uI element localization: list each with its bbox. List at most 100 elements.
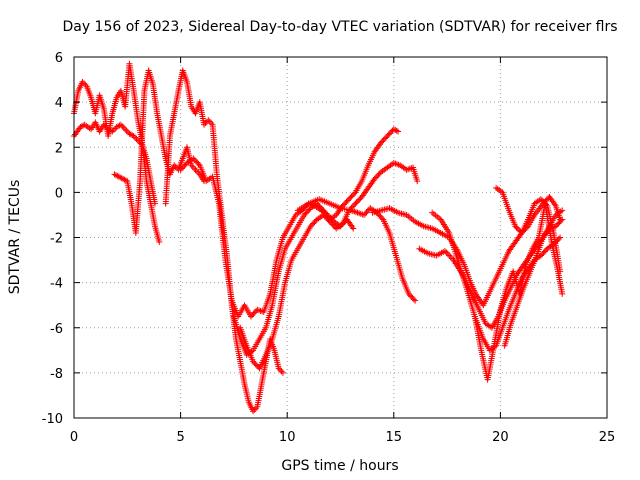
data-point-marker xyxy=(351,190,358,197)
y-tick-label: 6 xyxy=(55,51,63,66)
data-point-marker xyxy=(516,227,523,234)
data-series-layer xyxy=(71,60,566,415)
data-point-marker xyxy=(301,211,308,218)
data-point-marker xyxy=(122,126,129,133)
data-point-marker xyxy=(342,200,349,207)
x-axis-title: GPS time / hours xyxy=(281,458,398,474)
data-point-marker xyxy=(317,204,324,211)
data-point-marker xyxy=(252,361,259,368)
data-point-marker xyxy=(343,198,350,205)
data-point-marker xyxy=(513,224,520,231)
data-point-marker xyxy=(386,130,393,137)
series-track-3 xyxy=(111,67,208,236)
x-tick-label: 5 xyxy=(176,430,184,445)
data-point-marker xyxy=(192,158,199,165)
data-point-marker xyxy=(414,178,421,185)
data-point-marker xyxy=(405,290,412,297)
data-point-marker xyxy=(559,290,566,297)
data-point-marker xyxy=(250,358,257,365)
x-tick-label: 10 xyxy=(279,430,296,445)
data-point-marker xyxy=(195,160,202,167)
data-point-marker xyxy=(178,165,185,172)
series-track-12 xyxy=(471,200,566,383)
data-point-marker xyxy=(302,210,309,217)
data-point-marker xyxy=(381,135,388,142)
x-tick-label: 20 xyxy=(492,430,509,445)
data-point-marker xyxy=(323,214,330,221)
data-point-marker xyxy=(541,248,548,255)
data-point-marker xyxy=(250,310,257,317)
data-point-marker xyxy=(557,217,564,224)
series-track-2 xyxy=(71,60,163,246)
x-tick-label: 25 xyxy=(599,430,616,445)
data-point-marker xyxy=(512,223,519,230)
series-track-6 xyxy=(230,126,402,358)
data-point-marker xyxy=(180,164,187,171)
data-point-marker xyxy=(539,197,546,204)
data-point-marker xyxy=(362,210,369,217)
data-point-marker xyxy=(378,215,385,222)
data-point-marker xyxy=(383,134,390,141)
data-point-marker xyxy=(181,162,188,169)
y-tick-label: -8 xyxy=(50,367,63,382)
data-point-marker xyxy=(557,234,564,241)
series-track-7 xyxy=(237,160,421,372)
data-point-marker xyxy=(539,251,546,258)
data-point-marker xyxy=(375,171,382,178)
data-point-marker xyxy=(374,173,381,180)
data-point-marker xyxy=(371,175,378,182)
data-point-marker xyxy=(372,174,379,181)
data-point-marker xyxy=(340,201,347,208)
data-point-marker xyxy=(354,197,361,204)
data-point-marker xyxy=(353,199,360,206)
y-tick-labels: -10 -8 -6 -4 -2 0 2 4 6 xyxy=(42,51,63,427)
data-point-marker xyxy=(325,217,332,224)
data-point-marker xyxy=(310,220,317,227)
y-tick-label: 0 xyxy=(55,186,63,201)
data-point-marker xyxy=(379,138,386,145)
data-point-marker xyxy=(352,200,359,207)
data-point-marker xyxy=(410,296,417,303)
y-tick-label: 2 xyxy=(55,141,63,156)
y-tick-label: -10 xyxy=(42,412,63,427)
data-point-marker xyxy=(540,198,547,205)
data-point-marker xyxy=(190,155,197,162)
y-tick-label: -6 xyxy=(50,322,63,337)
data-point-marker xyxy=(356,196,363,203)
data-point-marker xyxy=(557,268,564,275)
data-point-marker xyxy=(443,249,450,256)
data-point-marker xyxy=(385,131,392,138)
data-point-marker xyxy=(393,127,400,134)
data-point-marker xyxy=(206,118,213,125)
data-point-marker xyxy=(552,223,559,230)
data-point-marker xyxy=(156,239,163,246)
data-point-marker xyxy=(412,297,419,304)
data-point-marker xyxy=(559,216,566,223)
data-point-marker xyxy=(123,127,130,134)
data-point-marker xyxy=(384,132,391,139)
data-point-marker xyxy=(247,313,254,320)
data-point-marker xyxy=(541,200,548,207)
data-point-marker xyxy=(328,220,335,227)
data-point-marker xyxy=(349,192,356,199)
data-point-marker xyxy=(350,225,357,232)
data-point-marker xyxy=(251,309,258,316)
data-point-marker xyxy=(321,213,328,220)
data-point-marker xyxy=(388,128,395,135)
data-point-marker xyxy=(348,193,355,200)
data-point-marker xyxy=(191,156,198,163)
data-point-marker xyxy=(251,359,258,366)
data-point-marker xyxy=(257,307,264,314)
series-track-13 xyxy=(493,184,564,275)
data-point-marker xyxy=(395,128,402,135)
chart-title: Day 156 of 2023, Sidereal Day-to-day VTE… xyxy=(62,19,617,35)
data-point-marker xyxy=(363,209,370,216)
data-point-marker xyxy=(279,369,286,376)
data-point-marker xyxy=(249,312,256,319)
data-point-marker xyxy=(330,222,337,229)
data-point-marker xyxy=(347,194,354,201)
data-point-marker xyxy=(324,215,331,222)
data-point-marker xyxy=(308,221,315,228)
data-point-marker xyxy=(554,221,561,228)
